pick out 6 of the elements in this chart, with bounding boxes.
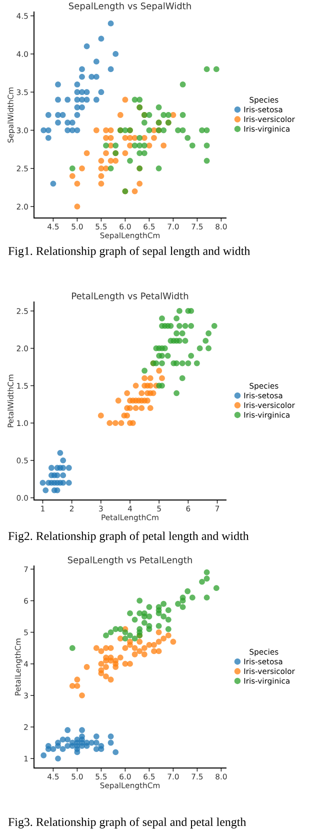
chart-title: SepalLength vs PetalLength (68, 556, 192, 566)
caption: Fig3. Relationship graph of sepal and petal length (8, 818, 246, 828)
caption: Fig2. Relationship graph of petal length and width (8, 532, 249, 542)
chart-title: PetalLength vs PetalWidth (72, 292, 188, 302)
caption: Fig1. Relationship graph of sepal length and width (8, 246, 250, 258)
chart-title: SepalLength vs SepalWidth (68, 2, 191, 12)
